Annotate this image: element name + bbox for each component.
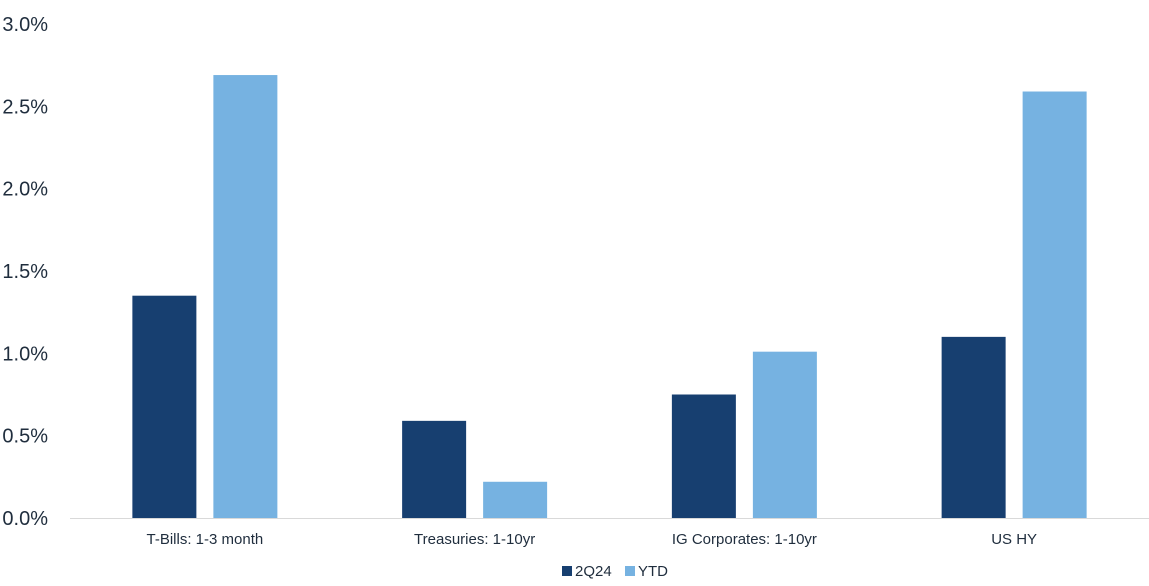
y-tick-label: 0.5% (2, 426, 48, 448)
y-tick-label: 3.0% (2, 14, 48, 36)
y-tick-label: 1.5% (2, 261, 48, 283)
bars (132, 75, 1087, 519)
y-axis-ticks: 0.0% 0.5% 1.0% 1.5% 2.0% 2.5% 3.0% (2, 14, 48, 530)
bar-2q24 (402, 420, 467, 518)
category-labels: T-Bills: 1-3 month Treasuries: 1-10yr IG C… (147, 531, 1038, 548)
bar-2q24 (132, 295, 197, 518)
y-tick-label: 2.5% (2, 96, 48, 118)
legend-swatch-2q24 (562, 566, 572, 576)
x-category-label: IG Corporates: 1-10yr (672, 531, 817, 548)
legend-label-ytd: YTD (638, 563, 668, 580)
x-category-label: T-Bills: 1-3 month (147, 531, 264, 548)
legend: 2Q24 YTD (562, 563, 668, 580)
legend-label-2q24: 2Q24 (575, 563, 612, 580)
bar-2q24 (941, 336, 1006, 518)
x-category-label: US HY (991, 531, 1037, 548)
y-tick-label: 2.0% (2, 179, 48, 201)
bar-ytd (483, 481, 548, 518)
y-tick-label: 1.0% (2, 343, 48, 365)
bar-ytd (213, 75, 278, 519)
y-tick-label: 0.0% (2, 508, 48, 530)
bar-2q24 (671, 394, 736, 518)
legend-swatch-ytd (625, 566, 635, 576)
bar-ytd (752, 351, 817, 518)
x-category-label: Treasuries: 1-10yr (414, 531, 535, 548)
bar-ytd (1022, 91, 1087, 518)
